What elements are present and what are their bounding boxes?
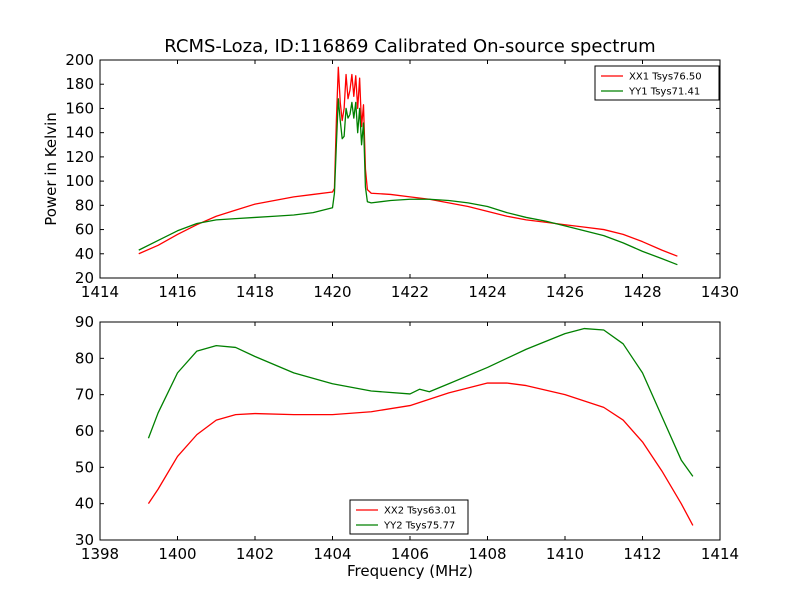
legend-box [349, 499, 469, 535]
series-line-xx1 [138, 66, 678, 257]
x-tick-label: 1418 [236, 283, 274, 301]
y-tick-label: 50 [75, 458, 94, 476]
y-tick-label: 100 [65, 172, 94, 190]
y-tick-label: 80 [75, 349, 94, 367]
y-tick-label: 60 [75, 422, 94, 440]
y-tick-label: 90 [75, 313, 94, 331]
legend: XX2 Tsys63.01 YY2 Tsys75.77 [349, 499, 469, 535]
x-tick-label: 1410 [546, 545, 584, 563]
y-tick-label: 70 [75, 386, 94, 404]
y-axis-label: Power in Kelvin [42, 112, 60, 226]
x-tick-label: 1412 [623, 545, 661, 563]
y-tick-label: 60 [75, 221, 94, 239]
y-tick-label: 20 [75, 269, 94, 287]
y-tick-label: 200 [65, 51, 94, 69]
x-tick-label: 1404 [313, 545, 351, 563]
x-tick-label: 1414 [701, 545, 739, 563]
x-tick-label: 1402 [236, 545, 274, 563]
legend-box [594, 65, 720, 101]
x-tick-label: 1426 [546, 283, 584, 301]
chart-panel-1: 1414 1416 1418 1420 1422 1424 1426 1428 1430 20 40… [42, 36, 739, 301]
chart-panel-2: 1398 1400 1402 1404 1406 1408 1410 1412 1414 30 40… [75, 313, 739, 580]
chart-panels: 1414 1416 1418 1420 1422 1424 1426 1428 1430 20 40… [42, 36, 739, 580]
x-tick-label: 1420 [313, 283, 351, 301]
series-line-yy2 [147, 327, 694, 477]
x-tick-label: 1416 [158, 283, 196, 301]
y-tick-label: 120 [65, 148, 94, 166]
x-tick-label: 1400 [158, 545, 196, 563]
y-tick-label: 160 [65, 99, 94, 117]
legend-entry: YY2 Tsys75.77 [383, 521, 455, 532]
x-tick-label: 1430 [701, 283, 739, 301]
x-tick-label: 1406 [391, 545, 429, 563]
chart-title: RCMS-Loza, ID:116869 Calibrated On-sourc… [164, 36, 655, 57]
legend-entry: YY1 Tsys71.41 [628, 87, 700, 98]
y-tick-label: 40 [75, 495, 94, 513]
legend: XX1 Tsys76.50 YY1 Tsys71.41 [594, 65, 720, 101]
legend-entry: XX2 Tsys63.01 [384, 506, 457, 517]
y-tick-label: 80 [75, 196, 94, 214]
y-tick-label: 140 [65, 124, 94, 142]
x-axis-label: Frequency (MHz) [347, 562, 473, 580]
x-tick-label: 1428 [623, 283, 661, 301]
x-tick-label: 1398 [81, 545, 119, 563]
y-tick-label: 180 [65, 75, 94, 93]
x-tick-label: 1408 [468, 545, 506, 563]
series-line-xx2 [147, 382, 694, 526]
x-tick-label: 1422 [391, 283, 429, 301]
legend-entry: XX1 Tsys76.50 [629, 72, 702, 83]
x-tick-label: 1424 [468, 283, 506, 301]
y-tick-label: 40 [75, 245, 94, 263]
y-tick-label: 30 [75, 531, 94, 549]
series-line-yy1 [138, 98, 678, 266]
x-tick-label: 1414 [81, 283, 119, 301]
